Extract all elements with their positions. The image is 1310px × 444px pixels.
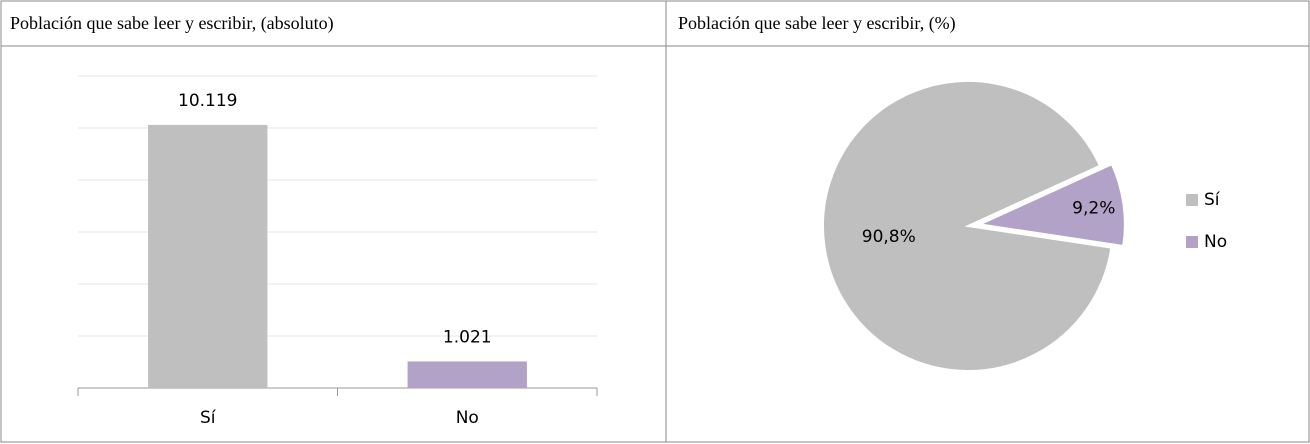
bar-title: Población que sabe leer y escribir, (abs…: [10, 13, 334, 34]
pie-slice: [976, 162, 1126, 248]
pie-title: Población que sabe leer y escribir, (%): [678, 13, 956, 34]
x-tick-label: Sí: [200, 408, 217, 428]
legend-swatch: [1186, 194, 1198, 206]
pie-slice: [822, 80, 1113, 372]
legend-label: No: [1204, 232, 1227, 252]
slice-label: 9,2%: [1072, 198, 1115, 218]
legend-label: Sí: [1204, 190, 1221, 210]
value-label: 10.119: [178, 91, 237, 111]
legend-swatch: [1186, 236, 1198, 248]
bar: [148, 124, 268, 388]
bar: [407, 361, 527, 388]
value-label: 1.021: [443, 327, 492, 347]
x-tick-label: No: [456, 408, 479, 428]
slice-label: 90,8%: [862, 227, 916, 247]
